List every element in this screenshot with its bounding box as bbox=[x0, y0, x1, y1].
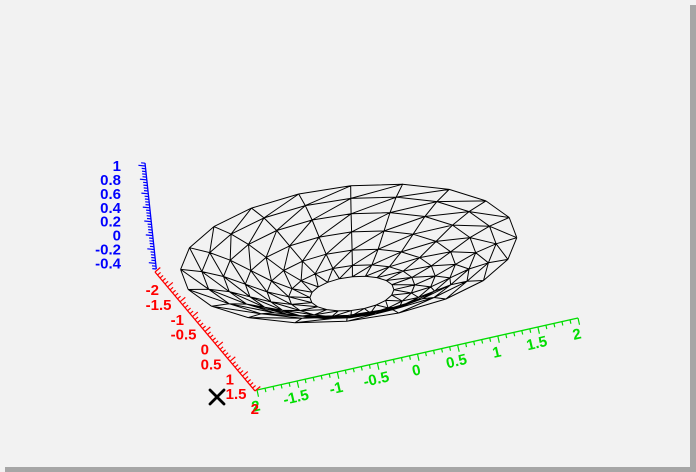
z-axis-tick-label: 0.2 bbox=[100, 214, 121, 231]
z-axis-ticks bbox=[138, 162, 157, 270]
y-axis-tick-label: 2 bbox=[251, 401, 259, 418]
x-axis-tick-label: 2 bbox=[250, 397, 262, 415]
z-axis-tick-label: 0 bbox=[113, 228, 121, 245]
y-axis-tick-label: -1.5 bbox=[146, 297, 172, 314]
z-axis-tick-label: 1 bbox=[113, 158, 121, 175]
y-axis-tick-label: 0.5 bbox=[201, 356, 222, 373]
window-shadow-bottom bbox=[5, 467, 696, 472]
z-axis-tick-label: -0.4 bbox=[95, 255, 122, 272]
x-axis-tick-label: -1.5 bbox=[282, 386, 311, 408]
z-axis-tick-label: 0.4 bbox=[100, 200, 122, 217]
y-axis-tick-label: 1 bbox=[226, 371, 234, 388]
x-axis: 2 -1.5 -1 -0.5 0 0.5 1 1.5 2 bbox=[250, 317, 583, 416]
z-axis-tick-label: 0.8 bbox=[100, 172, 121, 189]
x-axis-tick-label: -0.5 bbox=[362, 368, 391, 390]
x-axis-tick-label: 1 bbox=[491, 343, 503, 361]
x-axis-tick-label: 2 bbox=[571, 325, 583, 343]
y-axis-ticks bbox=[154, 267, 261, 392]
x-axis-ticks bbox=[256, 317, 581, 397]
z-axis: 10.80.60.40.20-0.2-0.4 bbox=[95, 158, 157, 272]
y-axis-tick-label: -2 bbox=[146, 282, 159, 299]
window-shadow-right bbox=[690, 5, 696, 472]
x-axis-tick-label: 0 bbox=[411, 361, 423, 379]
y-axis-tick-label: 0 bbox=[201, 342, 209, 359]
z-axis-tick-label: -0.2 bbox=[95, 242, 121, 259]
y-axis-tick-label: -1 bbox=[171, 312, 184, 329]
x-axis-tick-label: 1.5 bbox=[525, 333, 549, 354]
y-axis: -2-1.5-1-0.500.511.52 bbox=[146, 267, 261, 418]
x-axis-tick-label: 0.5 bbox=[445, 351, 469, 372]
y-axis-tick-label: 1.5 bbox=[226, 386, 247, 403]
mouse-cursor-x-icon bbox=[208, 388, 226, 406]
x-axis-tick-label: -1 bbox=[328, 379, 345, 399]
y-axis-tick-label: -0.5 bbox=[171, 327, 197, 344]
z-axis-tick-label: 0.6 bbox=[100, 186, 121, 203]
wireframe-mesh bbox=[180, 183, 518, 324]
